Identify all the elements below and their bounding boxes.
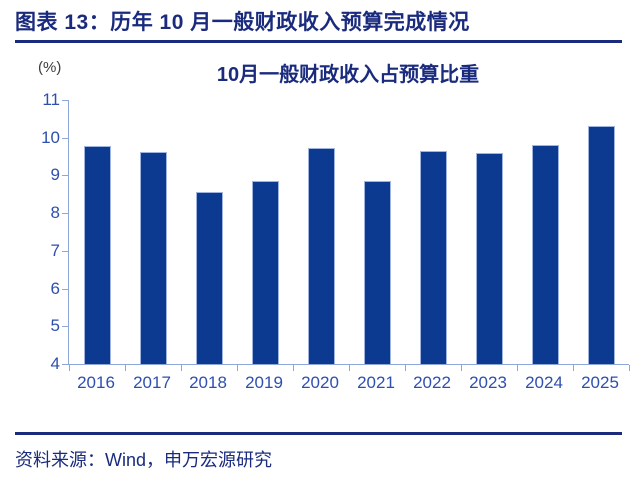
x-tick-mark	[125, 365, 126, 371]
chart-title: 10月一般财政收入占预算比重	[216, 64, 480, 86]
x-tick-mark	[349, 365, 350, 371]
bar-2021	[363, 180, 391, 364]
y-tick-mark-4	[62, 364, 68, 365]
bar-2024	[531, 144, 559, 364]
x-tick-label-2024: 2024	[525, 373, 563, 392]
bar-2020	[307, 147, 335, 364]
y-tick-mark-9	[62, 175, 68, 177]
x-tick-label-2022: 2022	[413, 373, 451, 392]
x-axis-labels: 2016 2017 2018 2019 2020 2021 2022 2023 2024 2025	[68, 373, 628, 395]
x-tick-mark	[181, 365, 182, 371]
bar-2019	[251, 180, 279, 364]
y-tick-label-4: 4	[50, 354, 60, 373]
figure-caption: 图表 13：历年 10 月一般财政收入预算完成情况	[15, 11, 470, 34]
x-tick-mark	[573, 365, 574, 371]
x-tick-label-2018: 2018	[189, 373, 227, 392]
y-tick-mark-11	[62, 100, 68, 101]
x-tick-label-2023: 2023	[469, 373, 507, 392]
y-tick-mark-5	[62, 326, 68, 328]
header-divider	[15, 40, 622, 43]
y-tick-mark-7	[62, 250, 68, 252]
y-tick-mark-6	[62, 288, 68, 290]
y-tick-label-10: 10	[41, 127, 60, 147]
x-tick-label-2021: 2021	[357, 373, 395, 392]
y-axis-labels: 4 5 6 7 8 9 10 11	[18, 91, 60, 373]
x-tick-label-2017: 2017	[133, 373, 171, 392]
x-tick-label-2016: 2016	[77, 373, 115, 392]
y-tick-label-7: 7	[50, 240, 60, 260]
bar-2016	[83, 146, 111, 364]
x-tick-mark	[517, 365, 518, 371]
y-tick-label-5: 5	[50, 316, 60, 336]
y-axis-unit-label: (%)	[38, 59, 62, 76]
y-tick-label-11: 11	[42, 90, 60, 109]
x-tick-label-2019: 2019	[245, 373, 283, 392]
y-tick-label-9: 9	[50, 165, 60, 185]
data-source-note: 资料来源：Wind，申万宏源研究	[15, 450, 273, 470]
y-tick-mark-10	[62, 137, 68, 139]
x-tick-label-2025: 2025	[581, 373, 619, 392]
x-tick-mark	[293, 365, 294, 371]
footer-divider	[15, 432, 622, 435]
bar-2025	[587, 126, 615, 364]
x-tick-mark	[461, 365, 462, 371]
x-tick-mark-end	[629, 365, 630, 371]
bar-2023	[475, 152, 503, 364]
x-tick-label-2020: 2020	[301, 373, 339, 392]
bar-2017	[139, 151, 167, 364]
x-tick-mark	[69, 365, 70, 371]
bar-2022	[419, 150, 447, 364]
y-tick-label-6: 6	[50, 278, 60, 298]
y-tick-mark-8	[62, 213, 68, 215]
bar-chart-plot-area	[62, 100, 630, 371]
y-tick-label-8: 8	[50, 203, 60, 223]
x-tick-mark	[405, 365, 406, 371]
x-tick-mark	[237, 365, 238, 371]
bar-2018	[195, 191, 223, 364]
